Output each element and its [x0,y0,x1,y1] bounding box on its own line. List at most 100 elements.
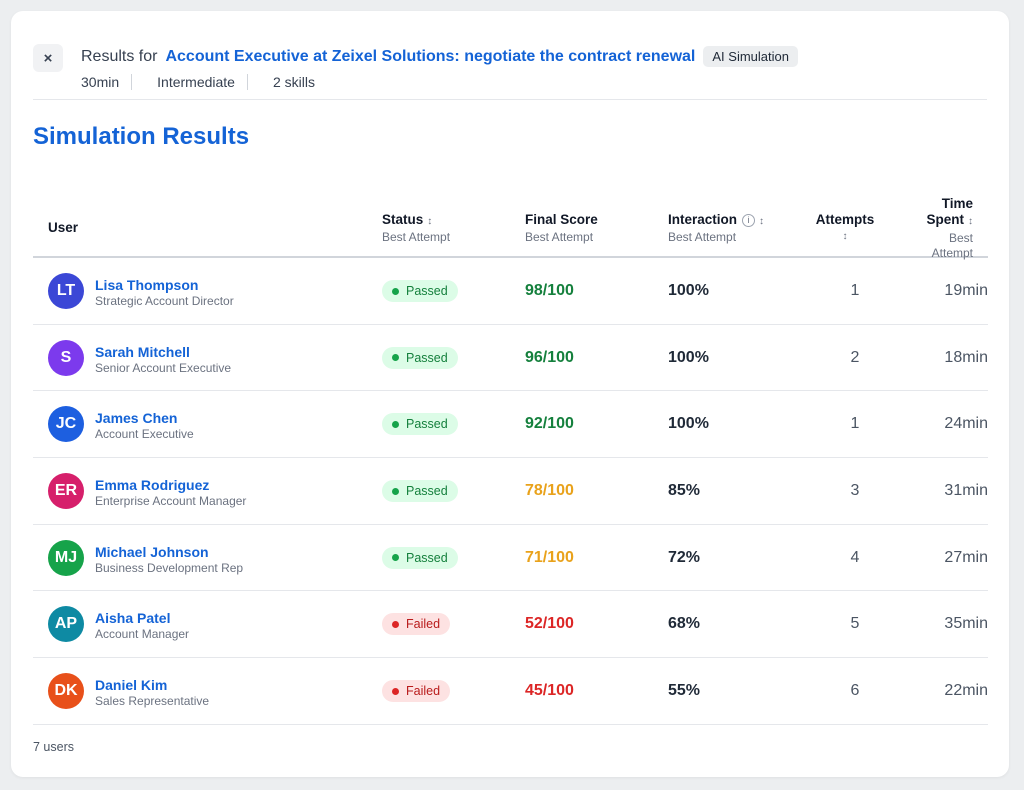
column-time[interactable]: Time Spent ↕ Best Attempt [926,196,973,261]
attempt-count: 4 [850,548,860,566]
info-icon[interactable]: i [742,213,756,227]
status-dot-icon [392,487,399,495]
status-badge: Passed [382,346,458,369]
user-name-link[interactable]: Emma Rodriguez [95,477,210,494]
avatar-initials: JC [55,415,77,433]
results-table: User Status ↕ Best Attempt Final Score Be… [33,181,988,725]
avatar: DK [48,673,84,710]
column-interaction-label: Interaction [668,212,738,227]
interaction-percent: 100% [668,282,709,299]
attempt-count: 2 [850,348,860,366]
avatar: LT [48,273,84,309]
time-spent: 24min [944,415,988,433]
status-label: Failed [406,684,441,699]
level-meta: Intermediate [157,74,235,90]
avatar: MJ [48,539,84,576]
user-role: Sales Representative [95,694,210,709]
status-label: Passed [406,484,448,499]
table-row[interactable]: LT Lisa Thompson Strategic Account Direc… [33,258,988,325]
sort-icon[interactable]: ↕ [427,216,433,227]
status-label: Passed [406,284,448,298]
results-header: × Results for Account Executive at Zeixe… [33,34,987,100]
status-badge: Failed [382,613,451,636]
user-role: Senior Account Executive [95,360,232,375]
column-status-sub: Best Attempt [382,230,451,244]
table-row[interactable]: AP Aisha Patel Account Manager Failed 52… [33,591,988,659]
column-time-sub-1: Best [948,231,973,245]
status-dot-icon [392,554,399,562]
table-header: User Status ↕ Best Attempt Final Score Be… [33,181,988,261]
time-spent: 35min [944,615,988,633]
time-spent: 22min [944,682,988,700]
attempt-count: 5 [850,615,860,633]
column-user-label: User [48,220,79,235]
final-score: 96/100 [525,348,574,366]
page-title: Simulation Results [33,123,250,150]
avatar-initials: DK [54,682,78,700]
sort-icon[interactable]: ↕ [968,216,973,227]
meta-divider [131,74,133,90]
column-time-label-1: Time [941,196,973,211]
table-row[interactable]: ER Emma Rodriguez Enterprise Account Man… [33,458,988,525]
final-score: 98/100 [525,282,574,299]
title-line: Results for Account Executive at Zeixel … [81,46,798,67]
final-score: 92/100 [525,415,574,433]
title-prefix: Results for [81,47,158,65]
skills-meta: 2 skills [272,74,315,90]
avatar-initials: LT [56,282,76,299]
column-attempts[interactable]: Attempts ↕ [814,212,876,242]
table-body: LT Lisa Thompson Strategic Account Direc… [33,258,988,725]
status-badge: Passed [382,413,458,436]
status-dot-icon [392,287,399,295]
status-label: Passed [406,417,448,432]
time-spent: 19min [944,282,988,299]
column-status[interactable]: Status ↕ Best Attempt [382,212,450,244]
table-row[interactable]: JC James Chen Account Executive Passed 9… [33,391,988,459]
final-score: 71/100 [525,548,574,566]
user-name-link[interactable]: Lisa Thompson [95,277,199,293]
status-dot-icon [392,354,399,362]
attempt-count: 1 [850,282,860,299]
status-badge: Passed [382,280,458,302]
column-score: Final Score Best Attempt [525,212,598,244]
user-role: Strategic Account Director [95,294,234,308]
avatar-initials: MJ [54,548,78,566]
table-row[interactable]: S Sarah Mitchell Senior Account Executiv… [33,325,988,392]
user-name-link[interactable]: Sarah Mitchell [95,343,190,360]
user-role: Business Development Rep [95,560,244,575]
column-score-label: Final Score [525,212,598,227]
table-row[interactable]: DK Daniel Kim Sales Representative Faile… [33,658,988,725]
avatar: ER [48,473,84,510]
column-time-sub-2: Attempt [931,246,973,260]
interaction-percent: 55% [668,682,701,700]
sort-icon[interactable]: ↕ [759,216,765,227]
status-label: Passed [406,550,448,565]
user-name-link[interactable]: Aisha Patel [95,610,171,627]
time-spent: 31min [944,482,988,500]
table-row[interactable]: MJ Michael Johnson Business Development … [33,525,988,592]
column-attempts-label: Attempts [815,212,875,227]
final-score: 78/100 [525,482,574,500]
user-role: Account Manager [95,627,190,642]
user-name-link[interactable]: James Chen [95,410,178,427]
avatar-initials: AP [54,615,78,633]
duration-meta: 30min [81,74,120,90]
avatar-initials: S [60,348,72,366]
avatar: S [48,339,84,376]
status-dot-icon [392,620,399,628]
avatar: AP [48,606,84,643]
results-card: × Results for Account Executive at Zeixe… [11,11,1009,777]
user-name-link[interactable]: Michael Johnson [95,543,209,560]
user-name-link[interactable]: Daniel Kim [95,677,168,694]
column-interaction[interactable]: Interaction i ↕ Best Attempt [668,212,764,244]
meta-divider [246,74,248,90]
interaction-percent: 85% [668,482,701,500]
attempt-count: 3 [850,482,860,500]
close-button[interactable]: × [33,44,63,72]
status-dot-icon [392,420,399,428]
interaction-percent: 72% [668,548,701,566]
simulation-title-link[interactable]: Account Executive at Zeixel Solutions: n… [165,47,696,65]
time-spent: 27min [944,548,988,566]
user-role: Account Executive [95,427,194,442]
sort-icon[interactable]: ↕ [842,231,848,242]
